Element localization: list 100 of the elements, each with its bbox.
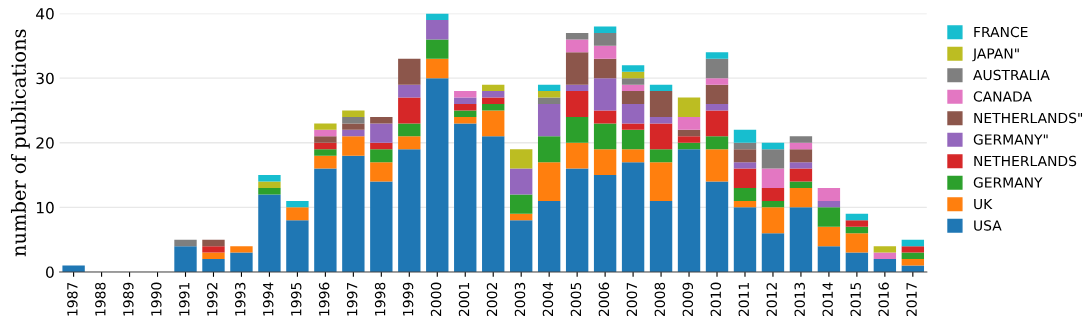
- x-tick-label: 1993: [234, 282, 246, 316]
- bar: [482, 97, 505, 105]
- bar: [370, 149, 393, 163]
- bar: [510, 194, 533, 214]
- legend-label: NETHERLANDS: [974, 155, 1077, 167]
- bar: [510, 149, 533, 169]
- legend-label: GERMANY: [973, 177, 1043, 188]
- bar: [314, 142, 337, 150]
- bar: [621, 84, 645, 92]
- legend-label: JAPAN": [972, 48, 1019, 62]
- x-tick-label: 2002: [486, 283, 498, 317]
- bar: [342, 129, 365, 137]
- legend-label: FRANCE: [974, 26, 1028, 38]
- bar: [621, 71, 645, 79]
- bar: [593, 58, 617, 79]
- bar: [258, 175, 281, 182]
- bar: [230, 246, 253, 253]
- bar: [398, 136, 421, 150]
- x-tick-label: 1994: [262, 282, 274, 316]
- bar: [565, 91, 589, 117]
- bar: [454, 116, 477, 124]
- bar: [314, 149, 337, 156]
- bar: [733, 142, 757, 150]
- x-tick-label: 2015: [850, 282, 861, 317]
- bar: [370, 142, 393, 150]
- bar: [845, 213, 869, 221]
- bar: [733, 200, 757, 208]
- bar: [370, 116, 393, 124]
- bar: [174, 239, 197, 247]
- bar: [258, 181, 281, 188]
- bar: [510, 168, 533, 195]
- x-tick-label: 2014: [822, 282, 833, 317]
- bar: [621, 104, 645, 124]
- x-tick-label: 1997: [346, 282, 358, 316]
- bar: [537, 104, 561, 137]
- bar: [454, 123, 477, 272]
- bar: [621, 129, 645, 150]
- bar: [370, 123, 393, 143]
- bar: [174, 246, 197, 272]
- bar: [761, 142, 785, 150]
- bar: [398, 58, 421, 85]
- bar: [649, 149, 673, 163]
- bar: [621, 91, 645, 105]
- bar: [789, 136, 813, 143]
- bar: [901, 239, 925, 247]
- bar: [370, 162, 393, 182]
- bar: [565, 39, 589, 53]
- x-tick-label: 1998: [374, 282, 386, 316]
- x-tick-label: 2009: [682, 282, 694, 317]
- x-tick-label: 2000: [430, 282, 442, 317]
- x-tick-label: 1989: [123, 282, 134, 316]
- legend-label: CANADA: [973, 91, 1032, 102]
- y-tick-label: 10: [37, 201, 54, 214]
- bar: [593, 26, 617, 33]
- bar: [789, 142, 813, 150]
- bar: [398, 84, 421, 98]
- bar: [789, 149, 813, 163]
- bar: [537, 162, 561, 201]
- y-tick-label: 20: [36, 137, 54, 149]
- bar: [705, 149, 729, 182]
- bar: [314, 136, 337, 143]
- bar: [342, 136, 365, 156]
- bar: [537, 200, 561, 272]
- bar: [314, 129, 337, 137]
- bar: [901, 246, 925, 253]
- bar: [565, 142, 589, 169]
- x-tick-label: 2013: [794, 282, 805, 317]
- bar: [426, 13, 449, 21]
- bar: [398, 149, 421, 272]
- bar: [845, 233, 869, 253]
- bar: [202, 252, 225, 260]
- bar: [398, 97, 421, 124]
- bar: [817, 200, 841, 208]
- bar: [845, 220, 869, 227]
- bar: [286, 200, 309, 208]
- x-tick-label: 1999: [402, 282, 414, 316]
- bar: [649, 123, 673, 150]
- x-tick-label: 1992: [207, 283, 218, 316]
- bar: [901, 252, 925, 260]
- x-tick-label: 1990: [151, 282, 162, 316]
- bar: [761, 233, 785, 272]
- x-tick-label: 2005: [570, 282, 582, 317]
- bar: [649, 200, 673, 272]
- bar: [342, 123, 365, 130]
- bar: [537, 136, 561, 163]
- bar: [705, 181, 729, 272]
- x-tick-label: 2007: [626, 282, 638, 317]
- bar: [482, 136, 505, 272]
- bar: [454, 104, 477, 111]
- bar: [537, 91, 561, 98]
- bar: [202, 259, 225, 272]
- bar: [705, 136, 729, 150]
- bar: [845, 226, 869, 234]
- x-tick-label: 2006: [598, 282, 610, 317]
- bar: [398, 123, 421, 137]
- legend-label: UK: [974, 198, 993, 210]
- bar: [454, 110, 477, 117]
- bar: [817, 226, 841, 247]
- bar: [761, 207, 785, 234]
- bar: [621, 149, 645, 163]
